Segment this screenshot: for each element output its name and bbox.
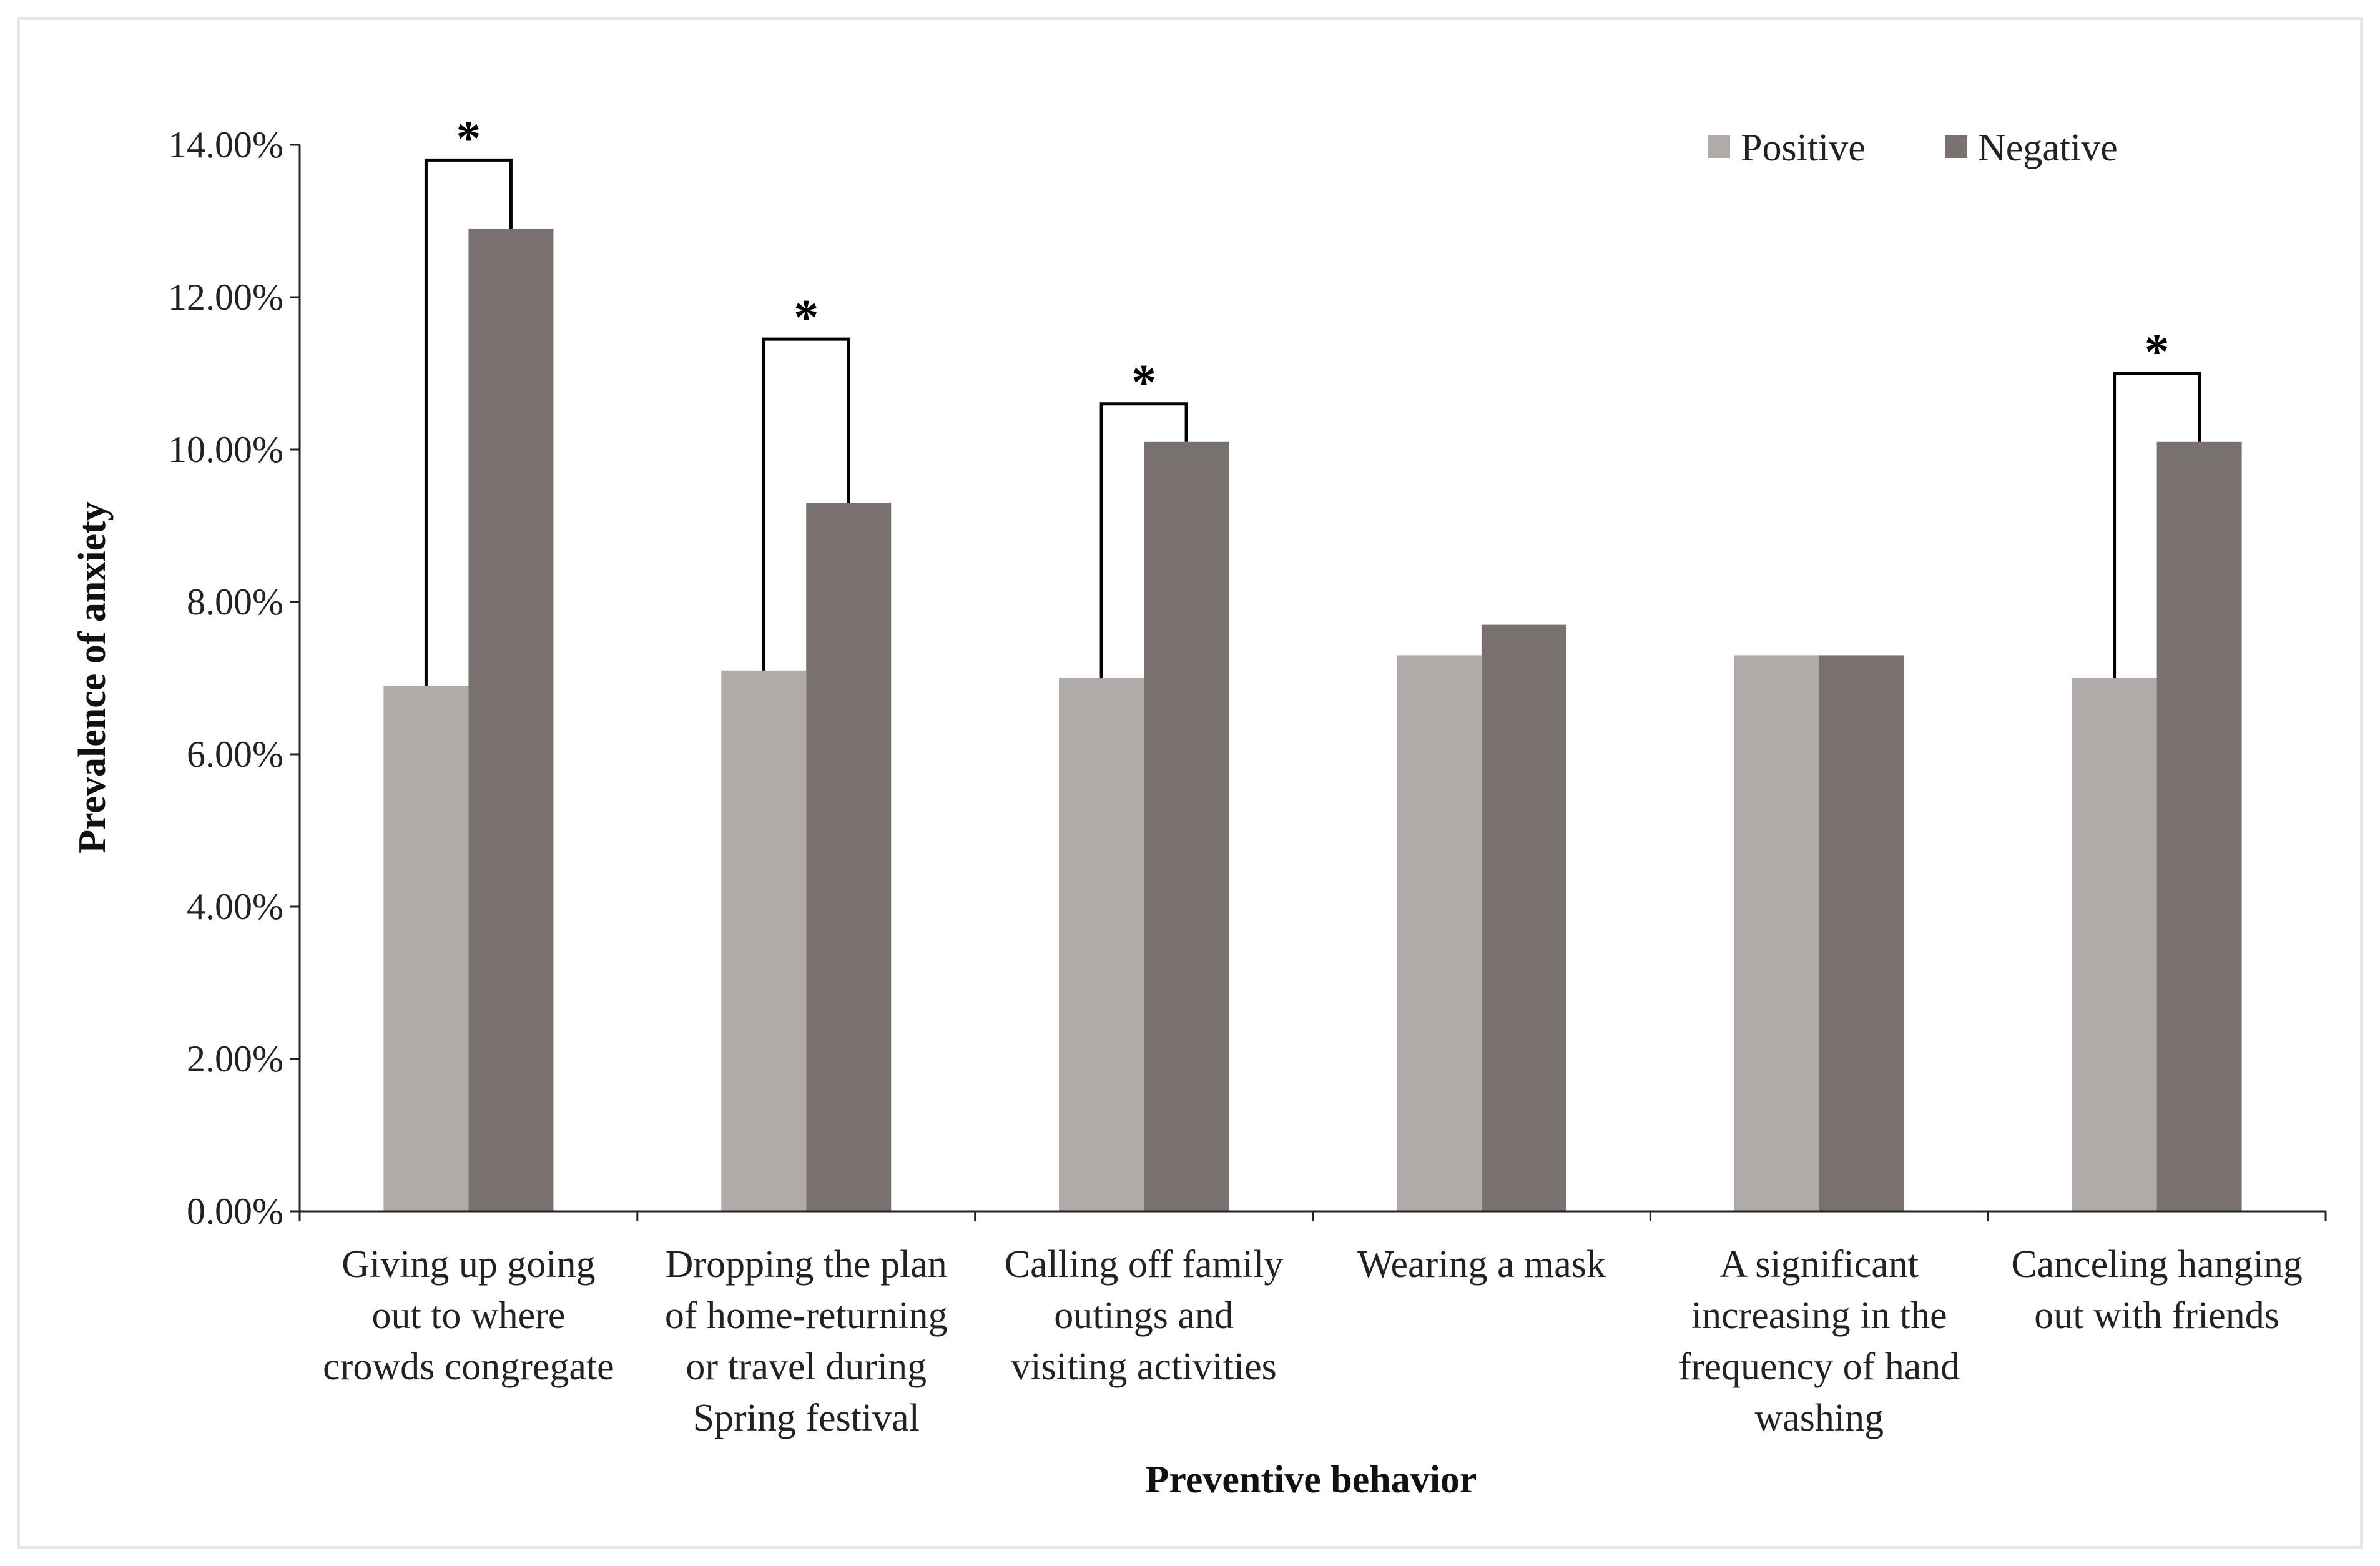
x-category-label-line: of home-returning [665, 1294, 948, 1337]
x-category-label-line: or travel during [686, 1346, 927, 1388]
y-tick-label: 8.00% [187, 581, 283, 623]
x-category-label-line: out to where [371, 1294, 565, 1337]
x-category-label-line: out with friends [2034, 1294, 2279, 1337]
significance-bracket [762, 337, 850, 671]
legend: Positive Negative [1708, 127, 2118, 169]
bar-positive-0 [383, 686, 469, 1211]
legend-swatch-positive [1708, 135, 1730, 158]
significance-marker: * [1131, 355, 1156, 410]
significance-marker: * [2145, 325, 2170, 380]
y-axis-title: Prevalence of anxiety [71, 501, 114, 854]
x-category-label: Calling off family outings and visiting ac… [1005, 1243, 1284, 1388]
bar-positive-5 [2072, 678, 2157, 1211]
x-category-label-line: outings and [1054, 1294, 1234, 1337]
x-category-label: Giving up going out to where crowds congre… [323, 1243, 614, 1388]
bar-negative-4 [1819, 655, 1904, 1211]
significance-marker: * [794, 290, 819, 345]
x-category-label-line: Calling off family [1005, 1243, 1284, 1286]
bar-positive-2 [1059, 678, 1144, 1211]
x-category-label-line: Dropping the plan [666, 1243, 947, 1286]
x-axis-title: Preventive behavior [1146, 1459, 1477, 1501]
bar-positive-4 [1734, 655, 1819, 1211]
axes-layer: 0.00% 2.00% 4.00% 6.00% 8.00% 10.00% 12.00% 14.… [168, 124, 2327, 1439]
bar-negative-1 [806, 503, 892, 1211]
significance-layer: * * * * [424, 111, 2201, 686]
x-category-label-line: Spring festival [693, 1397, 920, 1439]
x-category-label-line: frequency of hand [1678, 1346, 1960, 1388]
bar-negative-0 [468, 229, 554, 1212]
y-tick-label: 4.00% [187, 886, 283, 927]
x-category-label-line: visiting activities [1011, 1346, 1276, 1388]
x-category-label-line: Giving up going [342, 1243, 595, 1286]
x-category-label-line: A significant [1719, 1243, 1919, 1286]
x-category-label: A significant increasing in the frequency … [1678, 1243, 1960, 1439]
x-category-label-line: increasing in the [1691, 1294, 1947, 1337]
x-category-label-line: washing [1754, 1397, 1884, 1439]
significance-bracket [424, 158, 513, 686]
legend-label-negative: Negative [1978, 127, 2118, 169]
legend-label-positive: Positive [1741, 127, 1866, 169]
x-category-label-line: Wearing a mask [1357, 1243, 1606, 1286]
bar-negative-2 [1144, 441, 1229, 1211]
bar-positive-1 [721, 670, 807, 1211]
y-tick-label: 2.00% [187, 1038, 283, 1080]
x-category-label-line: crowds congregate [323, 1346, 614, 1388]
bar-positive-3 [1396, 655, 1482, 1211]
y-tick-label: 6.00% [187, 734, 283, 775]
x-category-label: Wearing a mask [1357, 1243, 1606, 1286]
y-tick-label: 12.00% [168, 277, 283, 318]
x-category-label-line: Canceling hanging [2011, 1243, 2303, 1286]
significance-bracket [1099, 402, 1188, 678]
y-tick-label: 0.00% [187, 1191, 283, 1232]
y-tick-label: 10.00% [168, 429, 283, 470]
bar-negative-3 [1481, 624, 1566, 1211]
x-category-label: Canceling hanging out with friends [2011, 1243, 2303, 1337]
legend-swatch-negative [1945, 135, 1967, 158]
bars-layer [383, 229, 2242, 1212]
chart-frame [17, 17, 2363, 1549]
y-tick-label: 14.00% [168, 124, 283, 165]
significance-bracket [2113, 372, 2201, 678]
bar-negative-5 [2156, 441, 2242, 1211]
significance-marker: * [456, 111, 481, 166]
x-category-label: Dropping the plan of home-returning or tra… [665, 1243, 948, 1439]
